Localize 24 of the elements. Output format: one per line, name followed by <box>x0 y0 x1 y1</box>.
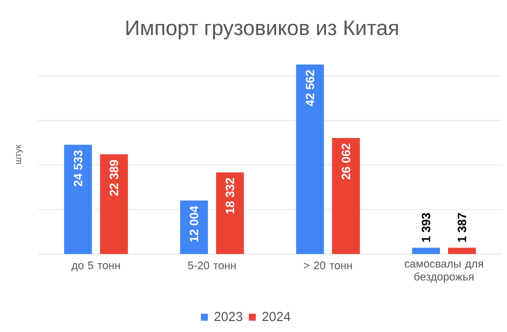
data-label: 24 533 <box>74 150 82 186</box>
data-label: 22 389 <box>110 160 118 196</box>
legend-label: 2023 <box>214 312 242 322</box>
data-label: 12 004 <box>190 206 198 242</box>
bar <box>180 200 208 254</box>
data-label: 1 393 <box>422 213 430 242</box>
legend-label: 2024 <box>262 312 290 322</box>
chart-title: Импорт грузовиков из Китая <box>126 20 398 40</box>
x-tick-label: > 20 тонн <box>304 262 352 270</box>
data-label: 18 332 <box>226 178 234 214</box>
bar <box>332 138 360 254</box>
bar <box>216 172 244 254</box>
bar <box>100 154 128 254</box>
x-tick-label: до 5 тонн <box>72 262 120 272</box>
x-tick-label: самосвалы для бездорожья <box>404 262 483 283</box>
y-axis-title: штук <box>16 144 23 164</box>
bar <box>64 144 92 254</box>
bar <box>296 64 324 254</box>
data-label: 42 562 <box>306 70 314 106</box>
bar <box>448 248 476 254</box>
data-label: 26 062 <box>342 144 350 180</box>
x-tick-label: 5-20 тонн <box>188 262 236 270</box>
bar <box>412 248 440 254</box>
data-label: 1 387 <box>458 213 466 242</box>
